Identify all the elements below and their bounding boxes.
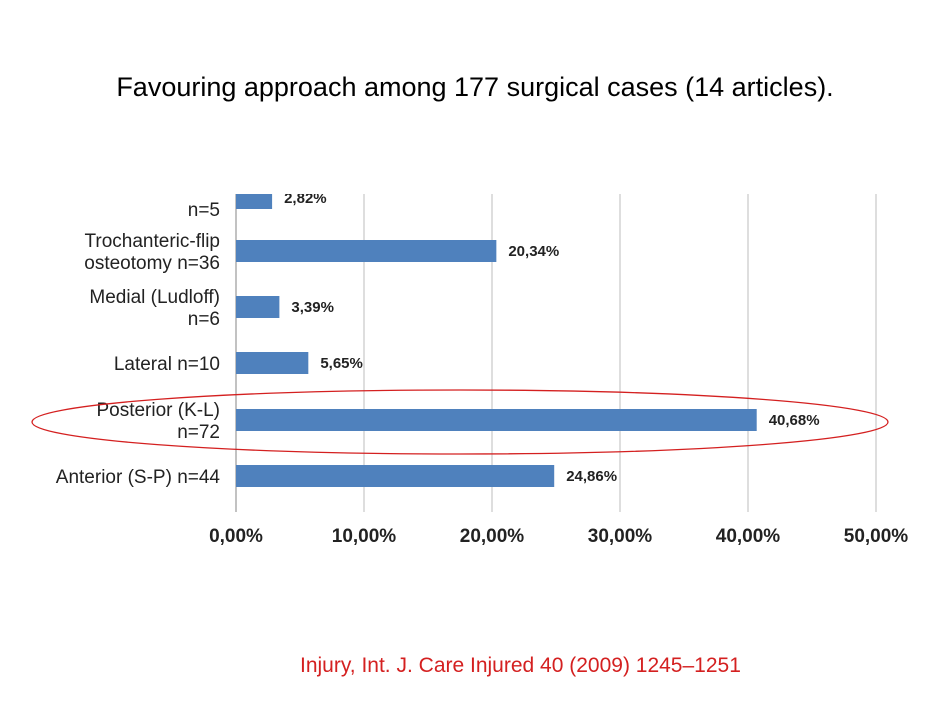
highlight-ellipse	[31, 389, 889, 455]
x-tick-label: 50,00%	[844, 526, 909, 547]
x-tick-label: 20,00%	[460, 526, 525, 547]
category-labels: n=5 Trochanteric-flip osteotomy n=36 Medial…	[56, 200, 221, 488]
x-tick-label: 0,00%	[209, 526, 263, 547]
category-label: n=5	[188, 200, 220, 221]
category-label: Anterior (S-P) n=44	[56, 467, 221, 488]
category-label: Medial (Ludloff) n=6	[89, 287, 220, 330]
bar	[236, 240, 497, 262]
data-label: 2,82%	[284, 190, 327, 207]
bar	[236, 194, 273, 209]
data-label: 5,65%	[320, 355, 363, 372]
bar	[236, 352, 309, 374]
highlight-layer	[31, 389, 889, 455]
bars	[236, 194, 757, 487]
bar-chart: 2,82% 20,34% 3,39% 5,65% 40,68% 24,86% n=5 Tro…	[31, 190, 908, 547]
citation: Injury, Int. J. Care Injured 40 (2009) 1…	[300, 654, 741, 677]
x-tick-label: 30,00%	[588, 526, 653, 547]
slide-title: Favouring approach among 177 surgical ca…	[116, 72, 834, 102]
x-tick-labels: 0,00% 10,00% 20,00% 30,00% 40,00% 50,00%	[209, 526, 908, 547]
bar	[236, 409, 757, 431]
bar	[236, 465, 555, 487]
data-labels: 2,82% 20,34% 3,39% 5,65% 40,68% 24,86%	[284, 190, 820, 485]
data-label: 40,68%	[769, 412, 820, 429]
x-tick-label: 40,00%	[716, 526, 781, 547]
category-label: Trochanteric-flip osteotomy n=36	[84, 231, 220, 274]
data-label: 20,34%	[508, 243, 559, 260]
x-tick-label: 10,00%	[332, 526, 397, 547]
category-label: Posterior (K-L) n=72	[96, 400, 220, 443]
category-label: Lateral n=10	[114, 354, 220, 375]
data-label: 24,86%	[566, 468, 617, 485]
bar	[236, 296, 280, 318]
data-label: 3,39%	[291, 299, 334, 316]
